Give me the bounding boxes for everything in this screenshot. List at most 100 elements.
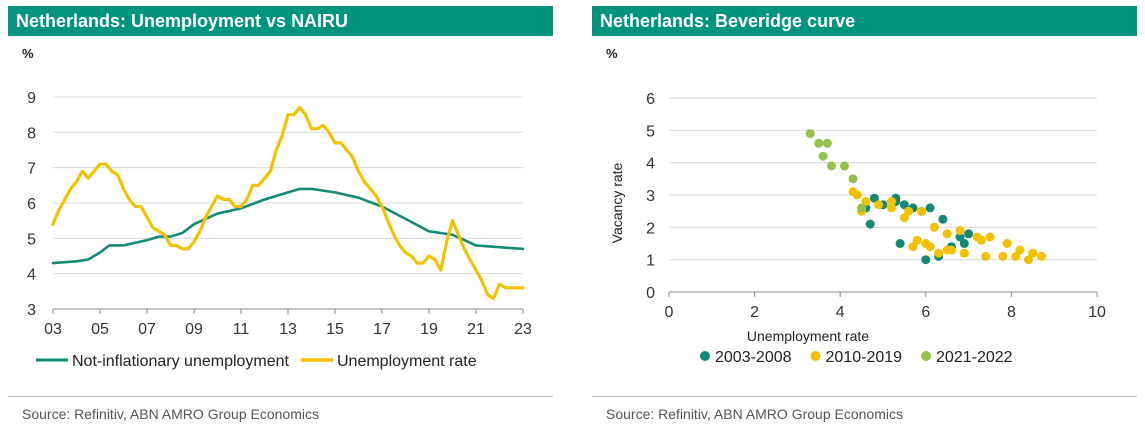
divider [592, 396, 1137, 397]
divider [8, 396, 553, 397]
chart-panel-beveridge: Netherlands: Beveridge curve % 0 1 2 3 4 5 6 0 2… [592, 0, 1137, 427]
y-tick-label: 5 [27, 231, 36, 248]
x-tick-label: 05 [91, 321, 109, 338]
y-tick-label: 0 [646, 285, 655, 302]
scatter-point [1015, 245, 1025, 255]
scatter-point [938, 214, 948, 224]
x-tick-label: 23 [514, 321, 532, 338]
scatter-point [899, 200, 909, 210]
line-chart: 3 4 5 6 7 8 9 03 05 07 09 11 13 15 17 19 21 23 Not-inflati… [27, 90, 532, 370]
chart-title: Netherlands: Beveridge curve [600, 11, 856, 31]
scatter-point [904, 206, 914, 216]
x-tick-label: 15 [326, 321, 344, 338]
series-line [51, 187, 525, 265]
scatter-point [976, 235, 986, 245]
scatter-point [840, 161, 849, 171]
y-tick-label: 5 [646, 123, 655, 140]
y-tick-label: 3 [646, 188, 655, 205]
scatter-point [921, 239, 931, 248]
x-tick-label: 03 [44, 321, 62, 338]
scatter-point [827, 161, 837, 171]
y-tick-label: 9 [27, 90, 36, 107]
scatter-point [899, 213, 909, 223]
scatter-point [887, 203, 897, 213]
chart-title: Netherlands: Unemployment vs NAIRU [16, 11, 349, 31]
scatter-point [985, 232, 995, 242]
y-tick-label: 4 [27, 267, 36, 284]
scatter-point [921, 255, 931, 265]
scatter-point [848, 174, 858, 184]
x-tick-label: 07 [138, 321, 156, 338]
y-tick-label: 4 [646, 156, 655, 173]
x-tick-label: 10 [1088, 304, 1106, 321]
scatter-point [998, 251, 1008, 261]
scatter-point [1002, 239, 1012, 248]
scatter-point [955, 226, 965, 236]
scatter-point [929, 222, 939, 232]
scatter-point [1011, 251, 1021, 261]
x-tick-label: 17 [373, 321, 391, 338]
x-tick-label: 09 [185, 321, 203, 338]
x-tick-label: 13 [279, 321, 297, 338]
scatter-point [908, 242, 918, 252]
x-tick-label: 2 [750, 304, 759, 321]
scatter-point [947, 245, 956, 255]
scatter-point [964, 229, 974, 239]
legend-label: Unemployment rate [337, 353, 477, 370]
y-tick-label: 7 [27, 161, 36, 178]
legend-label: 2010-2019 [826, 349, 903, 366]
scatter-point [852, 190, 862, 200]
x-tick-label: 6 [921, 304, 930, 321]
legend-label: 2003-2008 [715, 349, 792, 366]
scatter-point [1028, 248, 1038, 258]
y-unit-label: % [606, 46, 618, 61]
scatter-point [822, 138, 832, 148]
scatter-point [818, 151, 828, 161]
scatter-point [934, 248, 944, 258]
scatter-point [874, 200, 884, 210]
scatter-point [861, 197, 871, 206]
y-tick-label: 3 [27, 302, 36, 319]
y-axis-title: Vacancy rate [609, 162, 625, 243]
source-note: Source: Refinitiv, ABN AMRO Group Econom… [606, 406, 903, 422]
y-tick-label: 6 [27, 196, 36, 213]
scatter-point [959, 248, 969, 258]
x-tick-label: 4 [836, 304, 845, 321]
y-tick-label: 2 [646, 220, 655, 237]
legend-marker [921, 351, 932, 361]
chart-title-bar: Netherlands: Unemployment vs NAIRU [8, 6, 553, 36]
series-line [51, 106, 525, 300]
source-note: Source: Refinitiv, ABN AMRO Group Econom… [22, 406, 319, 422]
scatter-point [917, 206, 926, 216]
y-tick-label: 6 [646, 91, 655, 108]
chart-panel-nairu: Netherlands: Unemployment vs NAIRU % 3 4 5… [8, 0, 553, 427]
scatter-point [1024, 255, 1033, 265]
y-tick-label: 8 [27, 125, 36, 142]
y-tick-label: 1 [646, 253, 655, 270]
scatter-point [814, 138, 824, 148]
scatter-point [959, 239, 969, 248]
legend-label: 2021-2022 [936, 349, 1013, 366]
legend-label: Not-inflationary unemployment [72, 353, 290, 370]
x-tick-label: 19 [420, 321, 438, 338]
x-axis-title: Unemployment rate [747, 328, 869, 344]
scatter-point [887, 197, 897, 206]
scatter-point [912, 235, 922, 245]
scatter-point [865, 219, 875, 229]
chart-title-bar: Netherlands: Beveridge curve [592, 6, 1137, 36]
scatter-point [955, 232, 965, 242]
x-tick-label: 21 [467, 321, 485, 338]
x-tick-label: 0 [665, 304, 674, 321]
scatter-point [942, 229, 952, 239]
scatter-point [869, 193, 879, 203]
scatter-point [857, 203, 867, 213]
scatter-point [895, 239, 905, 248]
scatter-point [805, 129, 815, 139]
scatter-point [981, 251, 991, 261]
x-tick-label: 8 [1007, 304, 1016, 321]
legend-marker [700, 351, 710, 361]
scatter-point [1036, 251, 1046, 261]
scatter-point [925, 203, 935, 213]
y-unit-label: % [22, 46, 34, 61]
legend-marker [810, 351, 821, 361]
